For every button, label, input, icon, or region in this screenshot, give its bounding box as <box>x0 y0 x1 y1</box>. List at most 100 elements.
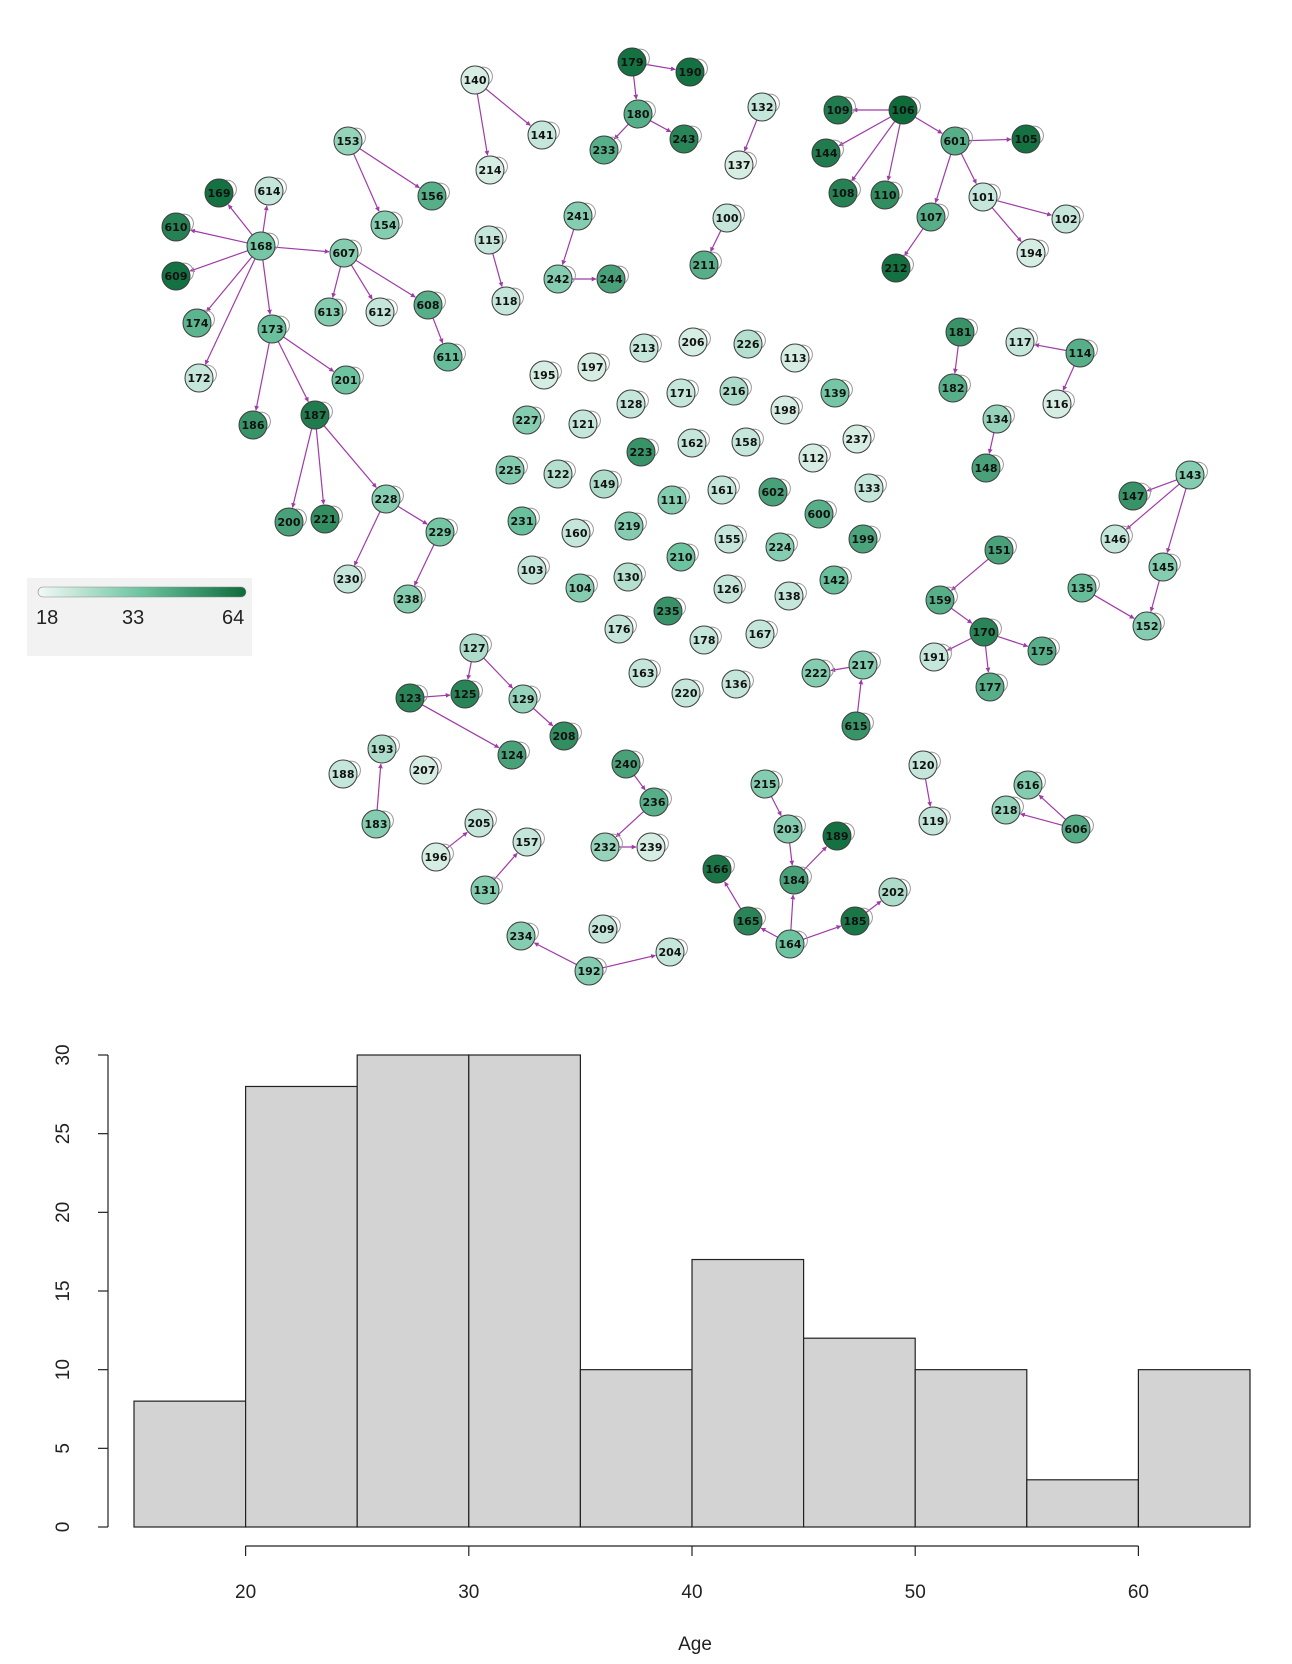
self-loop <box>264 232 279 252</box>
node-circle <box>589 469 619 499</box>
self-loop <box>443 518 458 538</box>
node-circle <box>636 832 666 862</box>
self-loop <box>866 651 881 671</box>
network-node: 125 <box>450 679 483 709</box>
network-node: 232 <box>590 832 623 862</box>
self-loop <box>275 315 290 335</box>
node-circle <box>470 875 500 905</box>
node-circle <box>848 524 878 554</box>
self-loop <box>1002 536 1017 556</box>
node-circle <box>512 405 542 435</box>
node-label: 242 <box>547 273 570 286</box>
x-axis: 20 30 40 50 60 <box>235 1545 1149 1603</box>
edge-170-175 <box>997 635 1029 648</box>
node-label: 138 <box>778 590 801 603</box>
node-label: 185 <box>844 915 867 928</box>
node-label: 183 <box>365 818 388 831</box>
network-node: 127 <box>459 633 492 663</box>
edge-106-108 <box>851 120 896 182</box>
self-loop <box>431 291 446 311</box>
network-node: 171 <box>666 378 699 408</box>
edge-114-116 <box>1062 365 1075 391</box>
node-circle <box>655 937 685 967</box>
node-circle <box>747 92 777 122</box>
node-circle <box>367 734 397 764</box>
network-node: 153 <box>333 126 366 156</box>
network-node: 107 <box>916 202 949 232</box>
node-circle <box>331 365 361 395</box>
node-circle <box>968 182 998 212</box>
self-loop <box>1079 815 1094 835</box>
self-loop <box>451 343 466 363</box>
network-node: 138 <box>774 581 807 611</box>
node-label: 606 <box>1065 823 1088 836</box>
self-loop <box>413 684 428 704</box>
self-loop <box>272 177 287 197</box>
node-label: 120 <box>912 759 935 772</box>
node-label: 209 <box>592 923 615 936</box>
network-node: 231 <box>507 506 540 536</box>
edge-120-119 <box>924 778 932 807</box>
node-label: 142 <box>823 574 846 587</box>
node-circle <box>1016 238 1046 268</box>
legend-min-label: 18 <box>36 607 58 629</box>
node-label: 191 <box>923 651 946 664</box>
node-label: 107 <box>920 211 943 224</box>
network-node: 240 <box>611 749 644 779</box>
network-node: 106 <box>888 95 921 125</box>
node-circle <box>1067 573 1097 603</box>
network-node: 193 <box>367 734 400 764</box>
x-tick-label: 40 <box>681 1582 702 1603</box>
node-label: 132 <box>751 101 774 114</box>
self-loop <box>751 330 766 350</box>
network-node: 194 <box>1016 238 1049 268</box>
self-loop <box>411 585 426 605</box>
edge-236-232 <box>615 811 645 838</box>
self-loop <box>561 265 576 285</box>
node-label: 237 <box>846 433 869 446</box>
self-loop <box>388 211 403 231</box>
node-label: 182 <box>942 382 965 395</box>
node-label: 204 <box>659 946 682 959</box>
node-label: 234 <box>510 930 533 943</box>
node-circle <box>512 827 542 857</box>
edge-159-170 <box>950 607 973 624</box>
self-loop <box>622 615 637 635</box>
node-circle <box>823 95 853 125</box>
self-loop <box>956 374 971 394</box>
network-graph: 140 141 214 179 190 180 233 243 132 137 106 109 144 1… <box>161 47 1208 986</box>
histogram-bar <box>691 1258 805 1528</box>
network-node: 102 <box>1051 204 1084 234</box>
self-loop <box>579 519 594 539</box>
self-loop <box>1023 328 1038 348</box>
network-node: 614 <box>254 176 287 206</box>
histogram-bars <box>133 1054 1251 1528</box>
node-circle <box>713 574 743 604</box>
node-circle <box>543 264 573 294</box>
edge-143-146 <box>1126 483 1180 530</box>
self-loop <box>791 815 806 835</box>
node-label: 149 <box>593 478 616 491</box>
self-loop <box>328 505 343 525</box>
node-circle <box>596 264 626 294</box>
node-label: 601 <box>944 135 967 148</box>
edge-606-616 <box>1038 794 1067 820</box>
self-loop <box>763 620 778 640</box>
self-loop <box>513 456 528 476</box>
network-node: 123 <box>395 683 428 713</box>
node-label: 181 <box>949 326 972 339</box>
node-circle <box>565 573 595 603</box>
self-loop <box>614 265 629 285</box>
network-node: 178 <box>689 625 722 655</box>
edge-101-194 <box>991 207 1022 243</box>
node-circle <box>991 795 1021 825</box>
node-circle <box>474 225 504 255</box>
node-label: 229 <box>429 526 452 539</box>
network-nodes: 140 141 214 179 190 180 233 243 132 137 106 109 144 1… <box>161 47 1208 986</box>
node-label: 241 <box>567 210 590 223</box>
node-label: 148 <box>975 462 998 475</box>
node-label: 145 <box>1152 561 1175 574</box>
node-circle <box>549 721 579 751</box>
self-loop <box>435 182 450 202</box>
